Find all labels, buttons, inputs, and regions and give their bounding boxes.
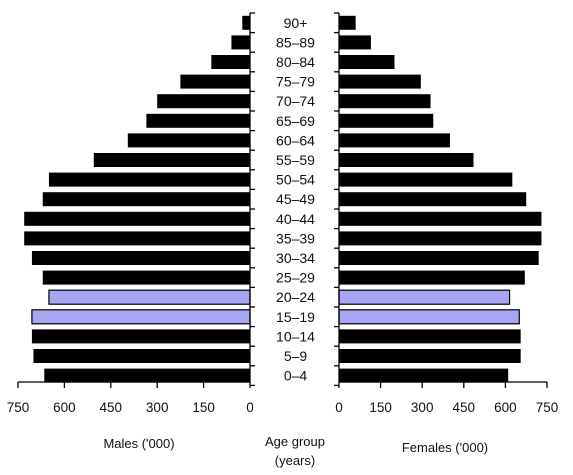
males-axis: 750 600 450 300 150 0: [7, 12, 255, 415]
male-bar-9: [42, 192, 250, 207]
age-group-label: 5–9: [284, 348, 308, 364]
female-bar-1: [339, 35, 371, 50]
females-x-tick-label: 600: [494, 400, 517, 415]
female-bar-13: [339, 270, 525, 285]
females-x-tick-label: 300: [411, 400, 434, 415]
age-group-label: 85–89: [276, 34, 315, 50]
male-bar-16: [31, 329, 251, 344]
female-bar-5: [339, 113, 434, 128]
male-bar-3: [180, 74, 250, 89]
age-group-axis-title-line2: (years): [275, 453, 315, 468]
females-x-tick-label: 450: [453, 400, 476, 415]
age-group-label: 15–19: [276, 309, 315, 325]
age-group-label: 25–29: [276, 270, 315, 286]
age-group-label: 55–59: [276, 152, 315, 168]
male-bar-18: [44, 368, 250, 383]
male-bar-8: [48, 172, 250, 187]
male-bar-6: [127, 133, 250, 148]
age-group-label: 60–64: [276, 132, 315, 148]
age-group-label: 50–54: [276, 172, 315, 188]
male-bar-14: [48, 289, 251, 305]
female-bar-14: [338, 289, 511, 305]
female-bar-18: [339, 368, 509, 383]
age-group-label: 20–24: [276, 289, 315, 305]
female-bar-3: [339, 74, 421, 89]
female-bar-16: [339, 329, 521, 344]
age-group-label: 80–84: [276, 54, 315, 70]
male-bar-7: [93, 153, 250, 167]
age-group-labels: 90+ 85–89 80–84 75–79 70–74 65–69 60–64 55–59 50…: [276, 15, 315, 384]
age-group-label: 0–4: [284, 368, 308, 384]
female-bar-7: [339, 153, 474, 167]
female-bar-10: [339, 211, 542, 226]
males-x-tick-label: 450: [100, 400, 123, 415]
males-x-tick-label: 750: [7, 400, 30, 415]
female-bars: [338, 15, 542, 383]
age-group-label: 45–49: [276, 191, 315, 207]
females-x-tick-label: 750: [536, 400, 559, 415]
females-x-tick-label: 0: [335, 400, 343, 415]
males-axis-title: Males ('000): [103, 436, 174, 451]
female-bar-17: [339, 349, 521, 363]
male-bar-4: [157, 94, 250, 109]
age-group-label: 90+: [284, 15, 308, 31]
male-bar-17: [33, 349, 250, 363]
females-axis: 0 150 300 450 600 750: [334, 12, 559, 415]
males-x-tick-label: 600: [53, 400, 76, 415]
females-x-tick-label: 150: [369, 400, 392, 415]
age-group-label: 65–69: [276, 113, 315, 129]
age-group-label: 75–79: [276, 74, 315, 90]
male-bar-2: [211, 55, 250, 69]
female-bar-8: [339, 172, 513, 187]
female-bar-2: [339, 55, 395, 69]
female-bar-11: [339, 231, 542, 246]
male-bar-15: [31, 309, 251, 325]
males-x-tick-label: 0: [246, 400, 254, 415]
female-bar-15: [338, 309, 520, 325]
male-bar-10: [24, 211, 251, 226]
age-group-label: 10–14: [276, 328, 315, 344]
female-bar-0: [339, 15, 356, 30]
female-bar-12: [339, 251, 539, 265]
age-group-label: 70–74: [276, 93, 315, 109]
male-bar-1: [231, 35, 250, 50]
male-bar-12: [31, 251, 251, 265]
male-bar-0: [242, 15, 250, 30]
males-x-tick-label: 150: [192, 400, 215, 415]
male-bar-11: [24, 231, 251, 246]
age-group-label: 35–39: [276, 230, 315, 246]
female-bar-4: [339, 94, 431, 109]
females-axis-title: Females ('000): [402, 440, 488, 455]
female-bar-6: [339, 133, 450, 148]
males-x-tick-label: 300: [146, 400, 169, 415]
male-bar-5: [146, 113, 250, 128]
age-group-label: 40–44: [276, 211, 315, 227]
male-bars: [24, 15, 251, 383]
female-bar-9: [339, 192, 527, 207]
male-bar-13: [42, 270, 250, 285]
age-group-axis-title-line1: Age group: [265, 434, 325, 449]
age-group-label: 30–34: [276, 250, 315, 266]
